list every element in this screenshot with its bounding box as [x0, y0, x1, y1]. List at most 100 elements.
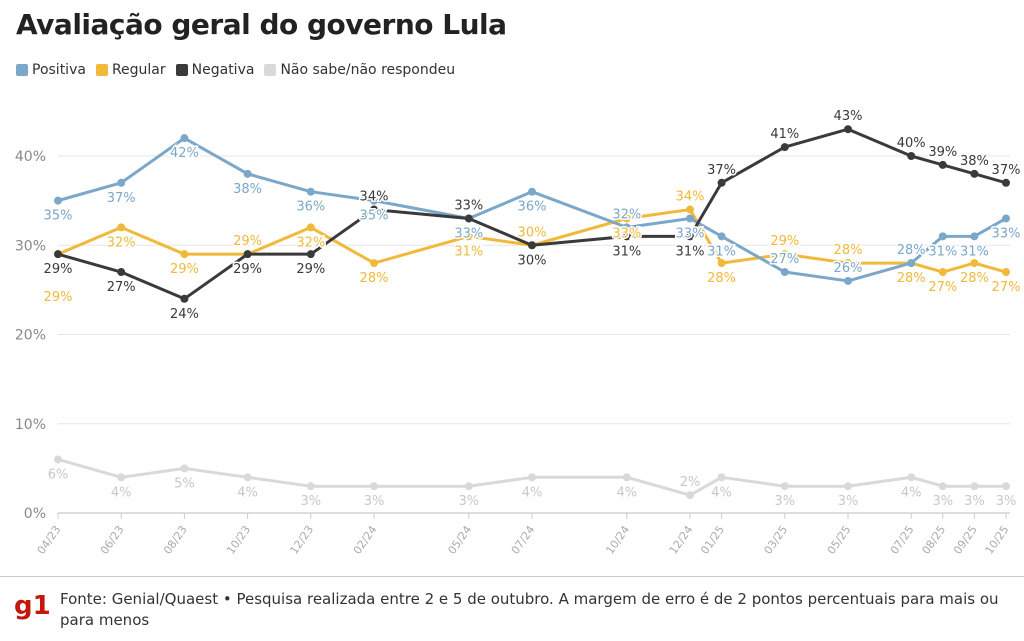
x-tick-label: 04/23: [35, 523, 64, 556]
data-point: [180, 134, 189, 143]
data-label: 38%: [960, 154, 989, 169]
data-point: [1002, 178, 1010, 187]
x-tick-label: 08/23: [161, 523, 190, 556]
y-tick-label: 20%: [15, 328, 46, 344]
data-label: 3%: [996, 494, 1017, 509]
data-point: [370, 482, 378, 491]
data-point: [243, 169, 252, 178]
data-point: [54, 455, 62, 464]
data-label: 3%: [774, 494, 795, 509]
data-point: [117, 178, 126, 187]
data-point: [370, 196, 378, 205]
data-point: [780, 268, 789, 277]
data-label: 29%: [770, 234, 799, 249]
data-label: 32%: [296, 235, 325, 250]
data-label: 37%: [107, 191, 136, 206]
g1-logo: g1: [14, 591, 51, 621]
data-label: 28%: [897, 243, 926, 258]
data-point: [686, 214, 694, 223]
data-label: 4%: [522, 485, 543, 500]
data-point: [622, 214, 631, 223]
data-label: 27%: [928, 280, 957, 295]
data-point: [54, 196, 62, 205]
data-point: [306, 482, 315, 491]
legend-swatch: [16, 64, 28, 76]
legend-label: Regular: [111, 62, 166, 78]
data-label: 27%: [770, 252, 799, 267]
data-label: 30%: [518, 253, 547, 268]
data-point: [938, 160, 947, 169]
data-label: 38%: [233, 182, 262, 197]
data-point: [717, 259, 726, 268]
data-point: [970, 232, 979, 241]
data-point: [780, 250, 789, 259]
data-point: [844, 125, 852, 134]
x-tick-label: 07/24: [509, 523, 538, 556]
y-tick-label: 40%: [15, 149, 46, 165]
data-point: [370, 205, 378, 214]
data-label: 34%: [360, 190, 389, 205]
data-label: 31%: [928, 244, 957, 259]
data-point: [844, 276, 852, 285]
x-tick-label: 01/25: [698, 523, 727, 556]
x-tick-label: 08/25: [919, 523, 948, 556]
x-tick-label: 02/24: [351, 523, 380, 556]
data-label: 2%: [680, 475, 701, 490]
data-point: [464, 232, 473, 241]
data-label: 3%: [932, 494, 953, 509]
data-point: [938, 482, 947, 491]
x-tick-label: 03/25: [761, 523, 790, 556]
data-label: 35%: [360, 209, 389, 224]
data-point: [622, 223, 631, 232]
x-tick-label: 09/25: [951, 523, 980, 556]
data-label: 35%: [44, 209, 73, 224]
data-point: [907, 473, 916, 482]
x-tick-label: 05/25: [825, 523, 854, 556]
data-point: [306, 223, 315, 232]
data-label: 37%: [992, 163, 1021, 178]
legend-item[interactable]: Não sabe/não respondeu: [264, 62, 455, 78]
data-label: 4%: [711, 485, 732, 500]
data-label: 34%: [676, 190, 705, 205]
data-label: 30%: [518, 225, 547, 240]
data-label: 29%: [296, 262, 325, 277]
legend-item[interactable]: Positiva: [16, 62, 86, 78]
y-tick-label: 0%: [24, 506, 46, 522]
legend-item[interactable]: Negativa: [175, 62, 255, 78]
data-label: 33%: [676, 226, 705, 241]
data-label: 41%: [770, 127, 799, 142]
data-point: [970, 169, 979, 178]
legend-label: Negativa: [191, 62, 255, 78]
legend-item[interactable]: Regular: [95, 62, 166, 78]
data-point: [54, 250, 62, 259]
data-point: [243, 473, 252, 482]
data-label: 28%: [897, 271, 926, 286]
legend-swatch: [264, 64, 277, 76]
data-point: [464, 482, 473, 491]
data-label: 28%: [834, 243, 863, 258]
y-tick-label: 30%: [15, 238, 46, 254]
footer: g1 Fonte: Genial/Quaest • Pesquisa reali…: [0, 576, 1024, 629]
data-point: [370, 259, 378, 268]
data-label: 33%: [612, 226, 641, 241]
data-label: 4%: [901, 485, 922, 500]
data-label: 42%: [170, 146, 199, 161]
data-point: [686, 205, 694, 214]
data-point: [780, 143, 789, 152]
x-tick-label: 07/25: [888, 523, 917, 556]
data-label: 32%: [612, 207, 641, 222]
data-point: [970, 482, 979, 491]
data-label: 24%: [170, 307, 199, 322]
data-label: 29%: [233, 262, 262, 277]
data-label: 31%: [676, 244, 705, 259]
data-point: [464, 214, 473, 223]
data-point: [622, 232, 631, 241]
data-point: [306, 250, 315, 259]
data-label: 27%: [992, 280, 1021, 295]
data-label: 31%: [707, 244, 736, 259]
data-label: 31%: [454, 244, 483, 259]
data-point: [180, 250, 189, 259]
legend: Positiva Regular Negativa Não sabe/não resp…: [16, 62, 455, 78]
data-label: 33%: [454, 226, 483, 241]
data-label: 31%: [612, 244, 641, 259]
